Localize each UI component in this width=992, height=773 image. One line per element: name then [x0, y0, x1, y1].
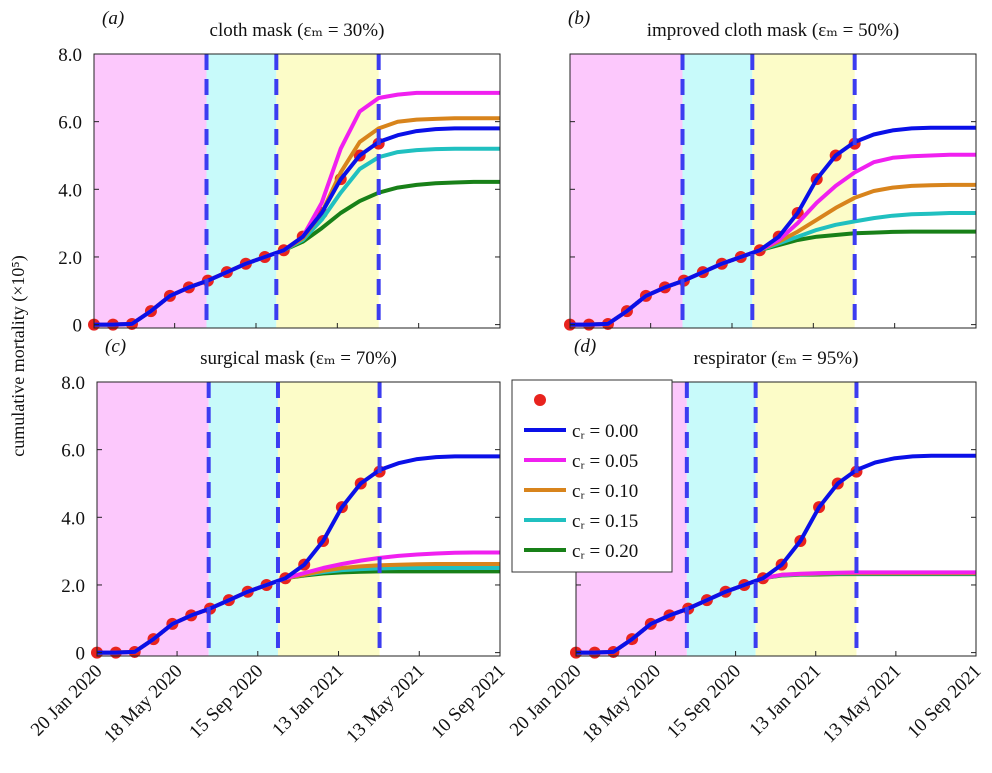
- phase-region: [755, 382, 857, 656]
- legend-label: cᵣ = 0.00: [572, 421, 638, 442]
- y-axis-label: cumulative mortality (×10⁵): [8, 255, 29, 456]
- x-tick-label: 20 Jan 2020: [506, 661, 586, 741]
- y-tick-label: 6.0: [61, 441, 85, 462]
- panel-label: (d): [574, 336, 596, 357]
- x-tick-label: 13 May 2021: [819, 661, 905, 747]
- axes-frame: [569, 53, 977, 329]
- series-line: [94, 126, 500, 327]
- x-tick-label: 13 Jan 2021: [268, 661, 348, 741]
- series-line: [570, 125, 976, 327]
- x-tick-label: 15 Sep 2020: [185, 661, 267, 743]
- legend-box: [511, 379, 673, 573]
- chart-title: respirator (εₘ = 95%): [694, 348, 859, 369]
- y-tick-label: 0: [73, 316, 83, 337]
- y-tick-label: 2.0: [58, 248, 82, 269]
- axes-frame: [93, 53, 501, 329]
- phase-region: [752, 54, 855, 328]
- series-line: [97, 454, 500, 655]
- panel-label: (a): [102, 8, 124, 29]
- y-tick-label: 8.0: [61, 373, 85, 394]
- chart-title: improved cloth mask (εₘ = 50%): [647, 20, 900, 41]
- chart-title: surgical mask (εₘ = 70%): [200, 348, 397, 369]
- panel-label: (b): [568, 8, 590, 29]
- x-tick-label: 18 May 2020: [579, 661, 665, 747]
- x-tick-label: 10 Sep 2021: [904, 661, 986, 743]
- legend: cᵣ = 0.00 cᵣ = 0.05 cᵣ = 0.10 cᵣ = 0.15 cᵣ =…: [511, 379, 673, 573]
- phase-region: [206, 54, 277, 328]
- y-tick-label: 6.0: [58, 113, 82, 134]
- x-tick-label: 13 May 2021: [342, 661, 428, 747]
- x-tick-label: 13 Jan 2021: [745, 661, 825, 741]
- y-tick-label: 4.0: [61, 508, 85, 529]
- legend-marker: [534, 394, 546, 406]
- x-tick-label: 18 May 2020: [100, 661, 186, 747]
- axes-frame: [96, 381, 501, 657]
- phase-region: [682, 54, 753, 328]
- legend-label: cᵣ = 0.10: [572, 481, 638, 502]
- x-tick-label: 15 Sep 2020: [663, 661, 745, 743]
- y-tick-label: 4.0: [58, 180, 82, 201]
- y-tick-label: 8.0: [58, 45, 82, 66]
- phase-region: [277, 382, 380, 656]
- series-line: [576, 453, 976, 655]
- panel-label: (c): [105, 336, 126, 357]
- phase-region: [686, 382, 756, 656]
- y-tick-label: 2.0: [61, 576, 85, 597]
- y-tick-label: 0: [76, 644, 86, 665]
- legend-label: cᵣ = 0.05: [572, 451, 638, 472]
- legend-label: cᵣ = 0.15: [572, 511, 638, 532]
- x-tick-label: 20 Jan 2020: [27, 661, 107, 741]
- x-tick-label: 10 Sep 2021: [428, 661, 510, 743]
- phase-region: [208, 382, 278, 656]
- legend-label: cᵣ = 0.20: [572, 541, 638, 562]
- chart-title: cloth mask (εₘ = 30%): [210, 20, 385, 41]
